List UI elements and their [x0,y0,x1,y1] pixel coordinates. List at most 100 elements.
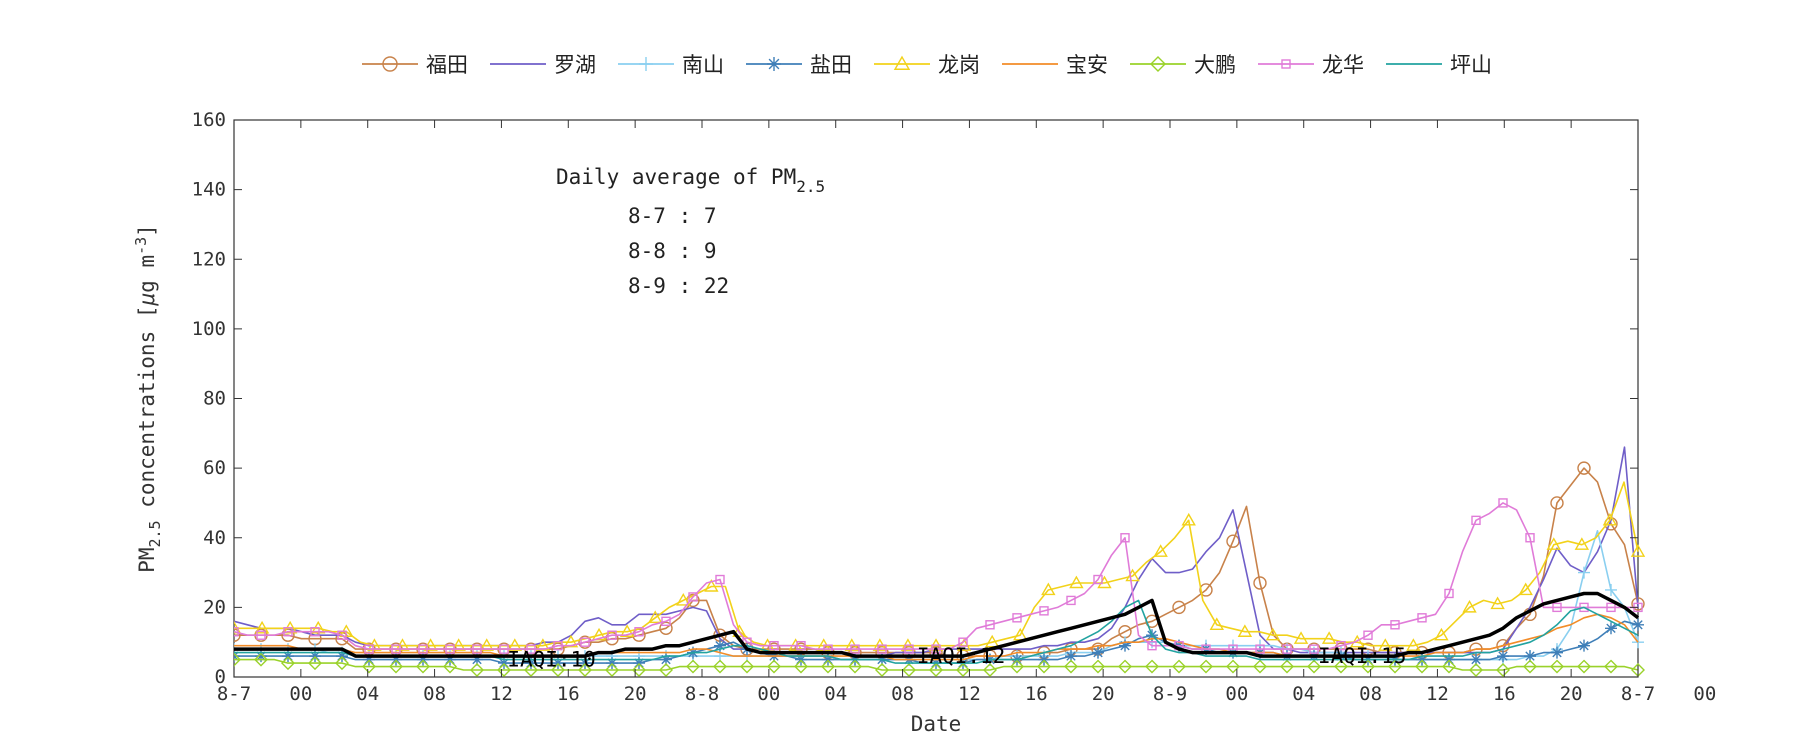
iaqi-labels: IAQI:10 IAQI:12 IAQI:15 [507,644,1406,671]
data-point-triangle [704,579,719,592]
data-point-triangle [1378,638,1393,651]
data-point-square [904,644,914,654]
y-tick-label: 100 [192,318,226,340]
data-point-star [1092,646,1104,659]
x-tick-label: 12 [1426,683,1449,705]
annotation-line-8-7: 8-7 : 7 [628,204,717,228]
y-axis-label-main: PM [135,548,159,573]
data-point-square [310,627,320,637]
data-point-square [553,640,563,651]
x-tick-label: 00 [1693,683,1716,705]
series-宝安 [234,613,1639,661]
data-point-triangle [1602,512,1618,526]
x-tick-label: 8-9 [1153,683,1187,705]
data-point-square [1282,644,1292,654]
data-point-square [580,637,590,647]
data-point-square [1390,620,1400,630]
data-point-triangle [1349,634,1365,648]
data-point-star [1470,653,1482,666]
data-point-diamond [1037,659,1051,674]
data-point-diamond [1388,659,1402,674]
data-point-square [1336,640,1346,651]
data-point-square [364,644,374,654]
data-point-triangle [647,610,663,624]
data-point-diamond [1091,659,1105,674]
legend-item: 南山 [618,53,724,77]
data-point-square [769,640,779,651]
series-大鹏 [234,652,1645,678]
x-tick-label: 8-8 [685,683,719,705]
data-point-diamond [281,656,295,671]
data-point-square [1417,613,1427,623]
legend-item: 坪山 [1386,53,1492,77]
y-tick-label: 60 [203,457,226,479]
data-point-diamond [524,663,538,678]
legend-label: 宝安 [1066,53,1108,77]
data-point-circle [1577,461,1591,475]
data-point-plus [639,57,653,71]
data-point-star [471,653,483,666]
data-point-diamond [713,659,727,674]
data-point-triangle [1069,575,1084,589]
data-point-circle [1172,600,1186,615]
data-point-diamond [1334,659,1348,674]
data-point-star [1065,650,1077,663]
data-point-diamond [1523,659,1537,674]
y-axis-label-subscript: 2.5 [146,520,164,547]
data-point-square [796,640,806,651]
data-point-triangle [1434,627,1449,641]
data-point-triangle [1041,582,1056,596]
data-point-diamond [470,663,484,678]
data-point-square [1444,588,1454,599]
data-point-diamond [632,663,646,678]
data-point-star [1524,650,1536,663]
x-tick-label: 04 [1292,683,1315,705]
legend-item: 罗湖 [490,53,596,77]
data-point-triangle [254,620,270,634]
data-point-circle [1253,576,1267,590]
legend-item: 大鹏 [1130,53,1236,77]
data-point-diamond [1361,659,1375,674]
legend-item: 盐田 [746,53,852,77]
data-point-square [499,644,509,654]
data-point-triangle [1630,544,1646,557]
data-point-square [634,627,644,637]
data-point-diamond [1253,659,1267,674]
data-point-diamond [1604,659,1618,674]
data-point-diamond [1226,659,1240,674]
x-tick-label: 16 [1493,683,1516,705]
y-tick-label: 80 [203,388,226,410]
data-point-diamond [1010,659,1024,674]
iaqi-label: IAQI:12 [917,644,1006,668]
data-point-triangle [732,624,747,637]
data-point-diamond [578,663,592,678]
x-tick-label: 00 [1225,683,1248,705]
data-point-square [337,630,347,640]
series-line [234,446,1639,657]
data-point-square [1525,533,1535,543]
data-point-diamond [1577,659,1591,674]
legend-label: 龙岗 [938,53,980,77]
series-龙岗 [234,481,1646,651]
x-tick-label: 08 [423,683,446,705]
data-point-square [850,644,860,654]
data-point-diamond [956,663,970,678]
x-tick-label: 16 [557,683,580,705]
legend-item: 福田 [362,53,468,77]
data-point-diamond [929,663,943,678]
data-point-square [283,627,293,637]
data-point-square [958,637,968,647]
annotation-line-8-8: 8-8 : 9 [628,239,717,263]
data-point-diamond [497,663,511,678]
data-point-square [1093,574,1103,585]
data-point-diamond [416,659,430,674]
data-point-square [607,630,617,640]
data-point-diamond [848,659,862,674]
data-point-diamond [821,659,835,674]
y-tick-label: 160 [192,109,226,131]
data-point-star [660,653,672,666]
data-point-triangle [893,55,911,70]
data-point-square [1606,602,1616,613]
data-point-square [1255,644,1265,654]
data-point-diamond [389,659,403,674]
